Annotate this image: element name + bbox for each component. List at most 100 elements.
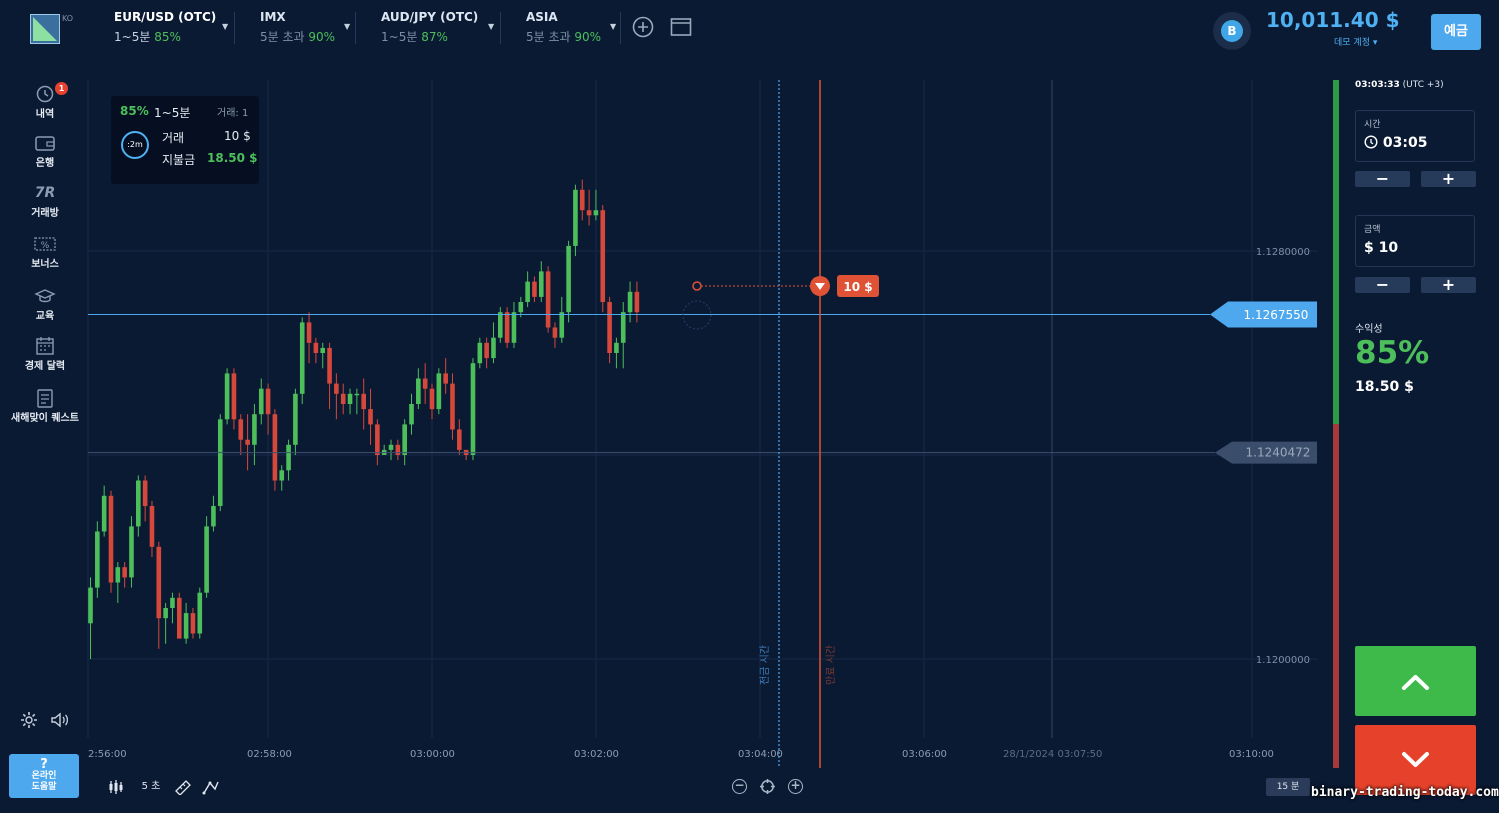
purchase-time-label: 전금 시간	[759, 645, 771, 685]
plus-circle-icon[interactable]	[632, 16, 654, 38]
sidebar-item-trading-room[interactable]: 7R 거래방	[0, 183, 90, 219]
candle-body	[559, 312, 565, 338]
ruler-icon[interactable]	[174, 779, 192, 796]
candle	[457, 419, 462, 455]
crosshair-icon[interactable]	[760, 779, 775, 794]
candle-body	[190, 613, 196, 634]
y-axis-tick-label: 1.1280000	[1256, 247, 1310, 258]
expiry-time-field[interactable]: 시간 03:05	[1355, 110, 1475, 162]
x-axis-tick-label: 03:10:00	[1229, 749, 1274, 760]
candle	[217, 414, 223, 512]
window-layout-icon[interactable]	[670, 16, 692, 38]
candle-body	[313, 342, 319, 353]
x-axis-tick-label: 02:58:00	[247, 749, 292, 760]
gear-icon[interactable]	[20, 711, 38, 729]
sidebar-item-label: 교육	[35, 311, 55, 322]
asset-separator	[234, 12, 235, 44]
chevron-down-icon: ▼	[488, 22, 495, 31]
deposit-button[interactable]: 예금	[1431, 14, 1481, 50]
timeframe-selector[interactable]: 5 초	[141, 781, 161, 792]
trade-amount-tag	[837, 275, 879, 297]
candle-body	[443, 373, 448, 384]
sidebar-item-education[interactable]: 교육	[0, 286, 90, 322]
expiry-time-label: 시간	[1364, 120, 1381, 130]
profitability-label: 수익성	[1355, 324, 1383, 335]
sidebar-item-new-year-quest[interactable]: 새해맞이 퀘스트	[0, 388, 90, 424]
candle-body	[327, 347, 332, 384]
asset-meta: 5분 초과 90%	[260, 30, 336, 44]
candle-body	[511, 312, 517, 343]
candle-body	[170, 597, 175, 608]
candle-body	[142, 480, 148, 506]
amount-field[interactable]: 금액 $ 10	[1355, 215, 1475, 267]
candle	[484, 337, 489, 369]
time-decrease-button[interactable]: −	[1355, 171, 1410, 187]
trade-info-duration: 1~5분	[154, 106, 191, 120]
candle	[450, 373, 455, 440]
candle	[108, 490, 114, 593]
candle	[375, 419, 380, 466]
zoom-in-button[interactable]: +	[788, 779, 803, 794]
candle	[395, 439, 401, 461]
zoom-out-button[interactable]: −	[732, 779, 747, 794]
candle-body	[450, 383, 455, 430]
account-balance[interactable]: 10,011.40 $	[1266, 8, 1400, 32]
asset-name: EUR/USD (OTC)	[114, 10, 217, 24]
candle	[573, 184, 578, 257]
drawing-tools-icon[interactable]	[202, 779, 220, 795]
chevron-up-icon	[1402, 675, 1429, 690]
candle-body	[402, 424, 407, 455]
history-icon	[0, 84, 90, 104]
time-increase-button[interactable]: +	[1421, 171, 1476, 187]
x-axis-tick-label: 28/1/2024 03:07:50	[1003, 749, 1102, 760]
asset-tab-imx[interactable]: IMX 5분 초과 90% ▼	[260, 10, 350, 48]
candle	[136, 475, 141, 537]
candle-body	[176, 597, 182, 639]
sidebar-item-bank[interactable]: 은행	[0, 133, 90, 169]
candlestick-chart-icon[interactable]	[107, 779, 125, 795]
chart-period-selector[interactable]: 15 분	[1266, 778, 1310, 796]
candle-body	[545, 271, 551, 328]
asset-tab-asia[interactable]: ASIA 5분 초과 90% ▼	[526, 10, 616, 48]
sidebar-item-bonus[interactable]: % 보너스	[0, 234, 90, 270]
candle-body	[320, 347, 326, 353]
candle	[183, 602, 189, 644]
asset-tab-audjpy-otc[interactable]: AUD/JPY (OTC) 1~5분 87% ▼	[381, 10, 494, 48]
watermark-text: binary-trading-today.com	[1311, 785, 1499, 800]
sidebar-item-label: 내역	[35, 109, 55, 120]
brand-logo[interactable]	[30, 14, 60, 44]
candle-body	[197, 592, 203, 634]
candle-body	[217, 419, 223, 506]
candle-body	[388, 444, 394, 450]
call-up-button[interactable]	[1355, 646, 1476, 716]
trade-info-count: 거래: 1	[217, 108, 249, 119]
candle-body	[129, 526, 134, 578]
candle-body	[429, 388, 435, 410]
online-help-button[interactable]: ? 온라인 도움말	[9, 754, 79, 798]
candle	[272, 409, 278, 491]
sidebar-item-history[interactable]: 내역	[0, 84, 90, 120]
candle-body	[566, 245, 571, 313]
candle-body	[204, 526, 209, 593]
payment-label: 지불금	[162, 153, 196, 167]
amount-increase-button[interactable]: +	[1421, 277, 1476, 293]
candle	[142, 475, 148, 522]
sidebar-item-economic-calendar[interactable]: 경제 달력	[0, 336, 90, 372]
speaker-icon[interactable]	[50, 711, 70, 729]
amount-decrease-button[interactable]: −	[1355, 277, 1410, 293]
candle	[211, 495, 216, 532]
candle	[409, 393, 414, 435]
candle	[477, 337, 483, 369]
candle	[532, 276, 537, 302]
asset-meta: 1~5분 87%	[381, 30, 448, 44]
candle	[504, 307, 510, 348]
candle	[538, 261, 544, 302]
put-down-button[interactable]	[1355, 725, 1476, 795]
candle	[388, 439, 394, 461]
asset-tab-eurusd-otc[interactable]: EUR/USD (OTC) 1~5분 85% ▼	[114, 10, 228, 48]
account-type-selector[interactable]: 데모 계정 ▾	[1334, 38, 1378, 48]
language-label[interactable]: KO	[62, 14, 74, 23]
trade-entry-marker	[692, 281, 702, 291]
candle	[354, 388, 360, 415]
